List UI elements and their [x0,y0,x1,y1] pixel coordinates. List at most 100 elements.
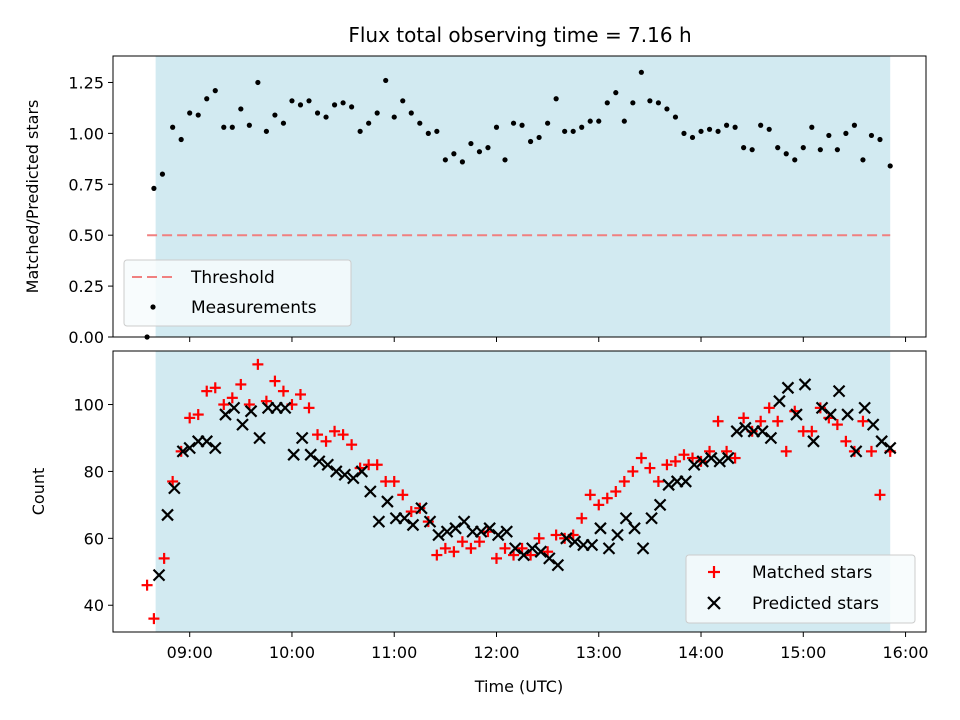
matched-star-marker [329,425,341,437]
time-x-tick-label: 15:00 [780,643,826,662]
matched-star-marker [439,542,451,554]
predicted-star-marker [406,518,420,532]
predicted-star-marker [773,394,786,408]
matched-star-marker [814,402,826,414]
matched-star-marker [661,459,673,471]
matched-star-marker [235,378,247,390]
count-y-tick-label: 60 [84,529,104,548]
measurement-point [706,126,713,132]
matched-star-marker [678,449,690,461]
matched-star-marker [499,542,511,554]
measurement-point [741,145,747,151]
measurement-point [562,128,568,134]
predicted-star-marker [543,552,556,565]
predicted-star-marker [739,421,752,435]
predicted-star-marker [278,401,292,415]
predicted-star-marker [883,441,897,455]
count-y-tick-label: 80 [84,462,104,481]
predicted-star-marker [508,542,522,555]
measurement-point [289,98,295,104]
matched-star-marker [644,462,656,474]
measurement-point [638,69,644,75]
measurement-point [417,120,423,126]
ratio-legend-box [123,259,352,327]
predicted-star-marker [849,445,863,458]
measurement-point [255,79,261,86]
measurement-point [178,136,184,143]
predicted-star-marker [696,455,710,468]
matched-star-marker [865,445,877,457]
measurement-point [314,110,321,116]
measurement-point [758,122,764,128]
measurement-point [485,145,491,151]
measurement-point [195,112,201,118]
predicted-star-marker [432,528,445,542]
predicted-star-marker [602,542,616,555]
predicted-star-marker [866,418,880,431]
ratio-panel: 0.00 0.25 0.50 0.75 1.00 1.25 Matched/Predict… [23,55,927,347]
matched-star-marker [431,549,443,561]
count-y-axis-label: Count [29,468,48,516]
predicted-star-marker [474,525,488,538]
matched-star-marker [252,358,264,370]
predicted-star-marker [653,498,667,512]
measurement-point [349,104,355,110]
measurement-point [340,100,346,106]
measurement-point [187,110,193,116]
predicted-star-marker [364,485,377,498]
matched-star-marker [414,502,426,514]
predicted-star-marker [679,475,692,488]
count-y-tick-label: 40 [84,596,104,615]
matched-star-marker [559,532,571,544]
predicted-star-marker [645,511,658,525]
measurement-point [272,112,278,118]
measurement-point [630,100,636,106]
ratio-y-axis: 0.00 0.25 0.50 0.75 1.00 1.25 [68,73,113,347]
measurement-point [204,96,210,102]
predicted-star-marker [457,515,471,528]
predicted-star-markers [152,378,897,582]
matched-star-marker [712,415,724,427]
matched-star-marker [141,579,153,591]
matched-star-marker [158,552,170,564]
legend-matched-label: Matched stars [752,563,872,583]
measurement-point [374,110,380,116]
measurement-point [408,110,414,116]
measurement-point [519,122,525,128]
predicted-star-marker [176,445,190,458]
predicted-star-marker [381,495,394,508]
measurement-point [425,130,431,136]
predicted-star-marker [398,511,411,525]
matched-star-marker [610,486,622,497]
measurement-point [851,122,858,128]
predicted-star-marker [236,418,249,431]
legend-measurement-label: Measurements [191,298,317,318]
measurement-point [306,98,312,104]
count-panel: 40 60 80 100 09:00 10:00 11:00 12:00 13:00 14:00… [29,350,929,696]
matched-star-marker [388,475,400,487]
predicted-star-marker [219,408,232,421]
measurement-point [459,159,466,165]
ratio-y-tick-label: 1.25 [68,73,104,92]
measurement-point [792,157,798,163]
predicted-star-marker [483,522,496,535]
measurement-point [689,134,696,141]
predicted-star-marker [168,481,181,495]
measurement-point [476,149,483,155]
measurement-point [331,102,338,108]
measurement-point [159,171,166,177]
predicted-star-marker [781,381,795,395]
predicted-star-marker [355,465,369,478]
measurement-point [400,98,406,104]
measurement-point [151,185,157,191]
measurement-point [570,128,576,134]
predicted-star-marker [183,441,196,455]
time-x-tick-label: 12:00 [473,643,519,662]
predicted-star-marker [858,401,871,415]
matched-star-marker [635,452,647,464]
predicted-star-marker [662,478,675,492]
predicted-star-marker [841,408,854,421]
predicted-star-marker [321,458,335,472]
